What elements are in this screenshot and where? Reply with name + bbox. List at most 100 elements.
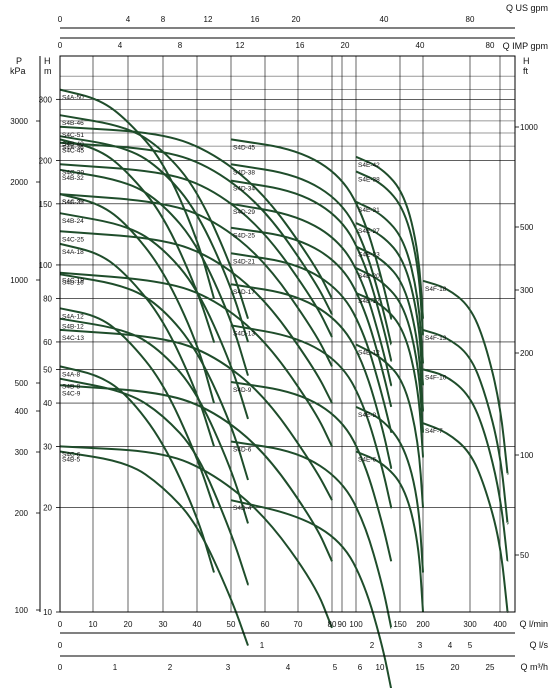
curve-s4b-46 bbox=[59, 114, 249, 320]
curve-label: S4B-32 bbox=[62, 175, 84, 182]
ls-tick: 2 bbox=[370, 641, 375, 650]
curve-label: S4A-36 bbox=[62, 144, 84, 151]
head-m-tick: 80 bbox=[43, 295, 52, 304]
ft-tick: 500 bbox=[520, 223, 534, 232]
curve-s4d-34 bbox=[230, 179, 393, 362]
curve-s4d-45 bbox=[230, 138, 393, 320]
kpa-tick: 3000 bbox=[10, 117, 28, 126]
top-axis-2-title: Q IMP gpm bbox=[503, 41, 548, 51]
curve-label: S4D-9 bbox=[233, 387, 252, 394]
left-axis-m-title-2: m bbox=[44, 66, 52, 76]
m3h-tick: 0 bbox=[58, 663, 63, 672]
curve-label: S4E-38 bbox=[358, 176, 380, 183]
curve-s4d-9 bbox=[230, 381, 393, 562]
curve-label: S4E-8 bbox=[358, 412, 376, 419]
curve-s4c-39 bbox=[59, 163, 333, 338]
head-m-tick: 20 bbox=[43, 504, 52, 513]
curve-s4d-6 bbox=[230, 440, 393, 629]
curve-s4d-29 bbox=[230, 202, 393, 387]
imp-gpm-tick: 20 bbox=[341, 41, 350, 50]
kpa-tick: 300 bbox=[15, 448, 29, 457]
head-m-tick: 30 bbox=[43, 442, 52, 451]
ls-tick: 5 bbox=[468, 641, 473, 650]
left-axis-m-title-1: H bbox=[44, 56, 51, 66]
curve-s4a-12 bbox=[59, 307, 215, 509]
head-m-tick: 100 bbox=[39, 261, 53, 270]
right-axis-ft-title-1: H bbox=[523, 56, 530, 66]
us-gpm-tick: 8 bbox=[161, 15, 166, 24]
curve-label: S4E-31 bbox=[358, 207, 380, 214]
curve-s4b-24 bbox=[59, 212, 249, 420]
ls-tick: 4 bbox=[448, 641, 453, 650]
curve-label: S4D-13 bbox=[233, 330, 255, 337]
m3h-tick: 15 bbox=[416, 663, 425, 672]
ls-tick: 1 bbox=[260, 641, 265, 650]
curve-label: S4D-17 bbox=[233, 289, 255, 296]
imp-gpm-tick: 16 bbox=[296, 41, 305, 50]
head-m-tick: 200 bbox=[39, 156, 53, 165]
imp-gpm-tick: 40 bbox=[416, 41, 425, 50]
ft-tick: 1000 bbox=[520, 123, 538, 132]
curve-s4c-6 bbox=[59, 445, 333, 629]
curve-s4e-6 bbox=[355, 450, 424, 613]
lmin-tick: 70 bbox=[294, 620, 303, 629]
kpa-tick: 1000 bbox=[10, 276, 28, 285]
curve-label: S4C-6 bbox=[62, 451, 81, 458]
lmin-tick: 30 bbox=[159, 620, 168, 629]
curve-label: S4D-34 bbox=[233, 186, 255, 193]
curve-label: S4E-17 bbox=[358, 298, 380, 305]
m3h-tick: 4 bbox=[286, 663, 291, 672]
ft-tick: 300 bbox=[520, 286, 534, 295]
kpa-tick: 2000 bbox=[10, 178, 28, 187]
curve-label: S4D-45 bbox=[233, 144, 255, 151]
curve-label: S4F-7 bbox=[425, 428, 443, 435]
lmin-tick: 300 bbox=[463, 620, 477, 629]
us-gpm-tick: 4 bbox=[126, 15, 131, 24]
lmin-tick: 200 bbox=[416, 620, 430, 629]
curve-label: S4D-29 bbox=[233, 209, 255, 216]
us-gpm-tick: 40 bbox=[380, 15, 389, 24]
curve-label: S4D-6 bbox=[233, 446, 252, 453]
curve-s4c-45 bbox=[59, 141, 333, 315]
us-gpm-tick: 80 bbox=[466, 15, 475, 24]
us-gpm-tick: 12 bbox=[204, 15, 213, 24]
curve-label: S4D-4 bbox=[233, 505, 252, 512]
left-axis-kpa-title-1: P bbox=[16, 56, 22, 66]
lmin-tick: 50 bbox=[227, 620, 236, 629]
curve-label: S4A-18 bbox=[62, 249, 84, 256]
m3h-tick: 20 bbox=[451, 663, 460, 672]
ft-tick: 100 bbox=[520, 451, 534, 460]
head-m-tick: 300 bbox=[39, 95, 53, 104]
curve-s4b-8 bbox=[59, 377, 249, 586]
curve-s4e-8 bbox=[355, 405, 424, 573]
ls-tick: 0 bbox=[58, 641, 63, 650]
curve-label: S4C-9 bbox=[62, 390, 81, 397]
curve-s4f-18 bbox=[422, 279, 509, 475]
curve-label: S4C-25 bbox=[62, 236, 84, 243]
lmin-tick: 10 bbox=[89, 620, 98, 629]
curve-label: S4A-25 bbox=[62, 199, 84, 206]
curve-s4d-38 bbox=[230, 163, 393, 345]
bottom-axis-ls-title: Q l/s bbox=[529, 640, 548, 650]
curve-label: S4B-8 bbox=[62, 384, 80, 391]
curve-s4f-13 bbox=[422, 328, 509, 525]
curve-label: S4E-27 bbox=[358, 228, 380, 235]
curve-label: S4B-46 bbox=[62, 120, 84, 127]
curve-s4d-25 bbox=[230, 226, 393, 408]
curve-s4e-17 bbox=[355, 292, 424, 458]
curve-s4b-12 bbox=[59, 317, 249, 524]
curve-label: S4F-13 bbox=[425, 335, 447, 342]
curve-s4b-32 bbox=[59, 168, 249, 376]
curve-s4d-17 bbox=[230, 283, 393, 470]
imp-gpm-tick: 4 bbox=[118, 41, 123, 50]
right-axis-ft-title-2: ft bbox=[523, 66, 529, 76]
ft-tick: 50 bbox=[520, 551, 529, 560]
bottom-axis-lmin-title: Q l/min bbox=[519, 619, 548, 629]
curve-s4e-12 bbox=[355, 343, 424, 508]
m3h-tick: 10 bbox=[376, 663, 385, 672]
curve-label: S4D-25 bbox=[233, 233, 255, 240]
kpa-tick: 200 bbox=[15, 509, 29, 518]
curve-label: S4B-40 bbox=[62, 141, 84, 148]
head-m-tick: 10 bbox=[43, 608, 52, 617]
left-axis-kpa-title-2: kPa bbox=[10, 66, 26, 76]
